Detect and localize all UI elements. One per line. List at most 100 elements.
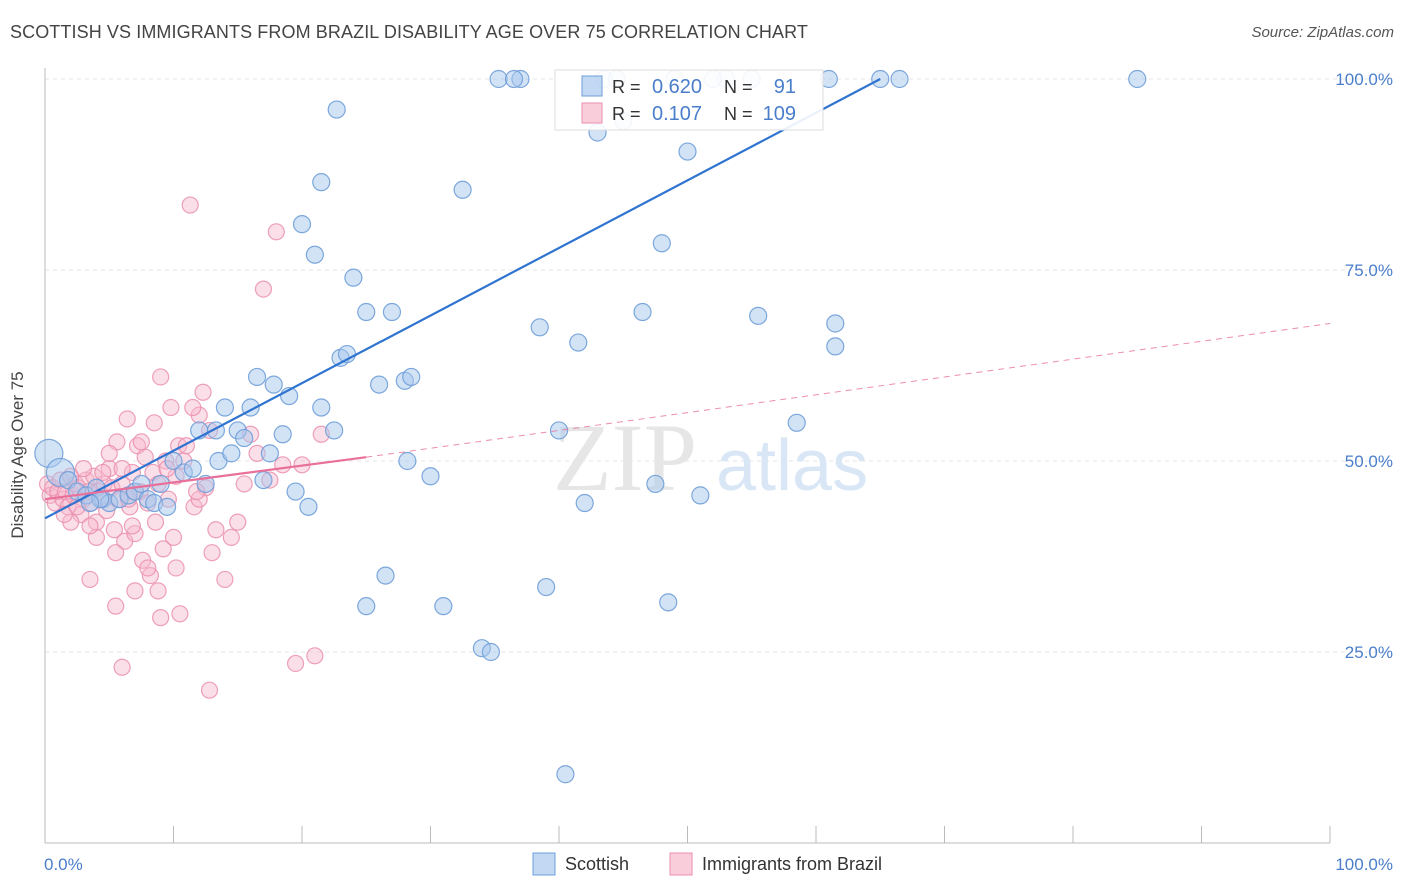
brazil-point	[123, 517, 141, 535]
brazil-point	[118, 410, 136, 428]
brazil-point	[146, 513, 165, 531]
scottish-point	[749, 306, 768, 325]
series-legend-label: Scottish	[565, 854, 629, 874]
scottish-point	[421, 467, 440, 486]
brazil-point	[286, 654, 305, 673]
watermark-atlas: atlas	[716, 426, 868, 506]
brazil-point	[107, 597, 125, 615]
scottish-point	[646, 474, 665, 494]
scottish-point	[292, 215, 312, 234]
scottish-point	[530, 318, 549, 337]
scottish-point	[254, 471, 273, 490]
scottish-point	[826, 314, 845, 333]
brazil-point	[306, 647, 324, 665]
scottish-point	[691, 486, 710, 505]
brazil-point	[107, 544, 125, 562]
y-tick-label: 100.0%	[1335, 70, 1393, 89]
brazil-point	[229, 513, 247, 531]
brazil-point	[145, 414, 163, 432]
stats-legend-swatch	[581, 75, 603, 97]
scottish-point	[312, 398, 331, 417]
scottish-point	[157, 497, 177, 516]
scottish-point	[357, 597, 376, 616]
brazil-point	[274, 456, 292, 474]
stats-legend-r-label: R =	[612, 77, 641, 97]
scottish-point	[344, 268, 363, 287]
brazil-point	[105, 521, 123, 539]
chart-source: Source: ZipAtlas.com	[1251, 24, 1394, 41]
brazil-point	[235, 475, 253, 493]
stats-legend-n-label: N =	[724, 104, 753, 124]
x-tick-label: 0.0%	[44, 855, 83, 874]
scottish-point	[357, 302, 376, 322]
series-legend-swatch	[669, 852, 693, 876]
scottish-point	[215, 398, 234, 417]
brazil-point	[132, 433, 150, 451]
scottish-point	[575, 493, 594, 513]
scottish-point	[787, 413, 806, 432]
stats-legend-n-label: N =	[724, 77, 753, 97]
brazil-point	[152, 609, 170, 627]
stats-legend-n-value: 91	[774, 76, 796, 98]
brazil-point	[200, 681, 219, 699]
brazil-point	[162, 398, 180, 417]
x-tick-labels: 0.0% 100.0%	[44, 855, 1393, 874]
brazil-point	[100, 444, 118, 462]
trend-lines	[44, 78, 1331, 520]
scottish-point	[453, 180, 472, 199]
brazil-trend-line	[44, 456, 367, 501]
brazil-points	[38, 196, 330, 699]
scottish-point	[569, 333, 588, 352]
scottish-point	[1128, 69, 1147, 89]
stats-legend-r-value: 0.107	[652, 103, 702, 125]
brazil-point	[154, 540, 172, 558]
scottish-point	[549, 421, 569, 440]
scottish-point	[398, 451, 417, 471]
brazil-point	[139, 559, 157, 577]
scottish-point	[260, 444, 279, 463]
series-legend-label: Immigrants from Brazil	[702, 854, 882, 874]
brazil-point	[184, 398, 202, 417]
scottish-point	[382, 302, 402, 322]
y-tick-labels: 25.0% 50.0% 75.0% 100.0%	[1335, 70, 1393, 662]
y-tick-label: 75.0%	[1345, 261, 1393, 280]
brazil-point	[203, 544, 221, 562]
watermark-zip: ZIP	[553, 404, 697, 511]
stats-legend-r-value: 0.620	[652, 76, 702, 98]
scottish-point	[235, 428, 254, 448]
brazil-point	[267, 223, 285, 241]
brazil-point	[152, 368, 170, 386]
series-legend: Scottish Immigrants from Brazil	[532, 852, 882, 876]
scottish-point	[504, 69, 524, 89]
scottish-point	[264, 375, 283, 394]
scottish-point	[299, 497, 318, 516]
scottish-point	[325, 421, 344, 440]
brazil-point	[164, 528, 183, 547]
brazil-point	[149, 582, 167, 600]
scottish-point	[312, 173, 331, 192]
brazil-point	[74, 460, 93, 478]
scottish-point	[376, 566, 395, 585]
scottish-point	[247, 367, 267, 387]
scottish-point	[826, 337, 845, 356]
scottish-point	[434, 597, 453, 616]
scottish-trend-line	[44, 78, 881, 520]
brazil-point	[216, 570, 234, 589]
scottish-point	[537, 577, 556, 597]
brazil-point	[81, 517, 99, 535]
scottish-point	[273, 425, 292, 444]
scottish-points	[34, 69, 1147, 784]
scottish-point	[489, 69, 508, 89]
x-tick-label: 100.0%	[1335, 855, 1393, 874]
y-tick-label: 25.0%	[1345, 643, 1393, 662]
scottish-point	[327, 100, 346, 119]
scottish-point	[222, 444, 241, 463]
scottish-point	[678, 142, 697, 161]
scottish-point	[481, 642, 500, 662]
brazil-point	[167, 559, 185, 577]
brazil-point	[222, 528, 240, 547]
brazil-point	[126, 582, 144, 600]
y-tick-label: 50.0%	[1345, 452, 1393, 471]
scottish-point	[659, 593, 678, 612]
